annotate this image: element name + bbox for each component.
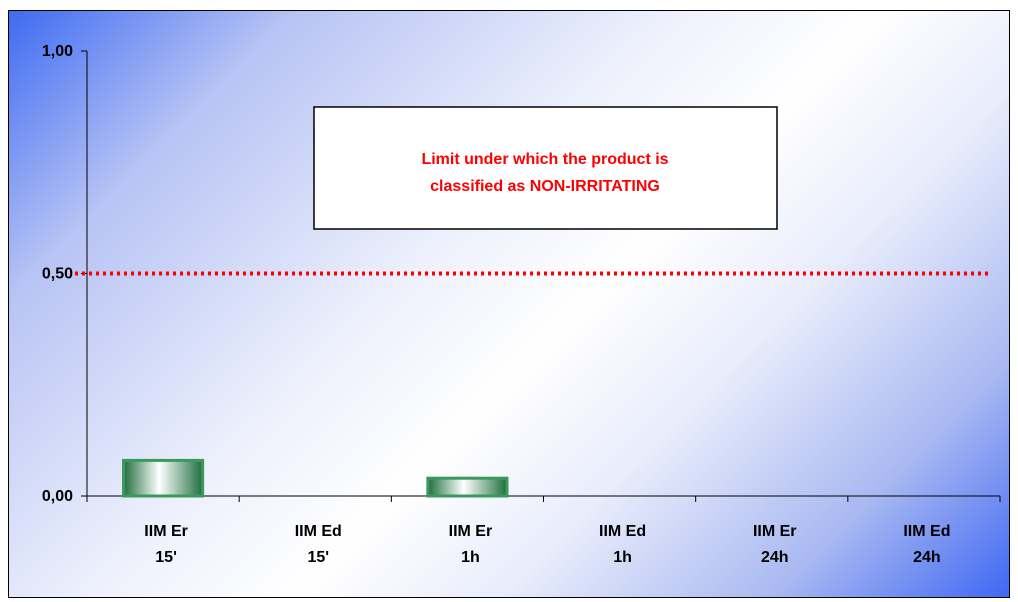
bar xyxy=(426,476,509,498)
x-category-label: IIM Ed xyxy=(295,523,342,540)
annotation-line-2: classified as NON-IRRITATING xyxy=(430,178,660,195)
annotation: Limit under which the product is classif… xyxy=(313,106,778,230)
bars xyxy=(122,458,509,498)
x-category-label: 15' xyxy=(155,549,177,566)
annotation-line-1: Limit under which the product is xyxy=(421,151,668,168)
y-tick-label: 0,00 xyxy=(42,488,73,505)
x-category-label: 15' xyxy=(307,549,329,566)
x-category-label: IIM Er xyxy=(449,523,493,540)
x-category-label: IIM Er xyxy=(753,523,797,540)
bar xyxy=(122,458,205,498)
x-category-label: 1h xyxy=(461,549,480,566)
x-category-label: IIM Er xyxy=(144,523,188,540)
y-tick-label: 1,00 xyxy=(42,43,73,60)
x-category-label: 24h xyxy=(761,549,789,566)
x-category-label: 1h xyxy=(613,549,632,566)
x-category-label: IIM Ed xyxy=(599,523,646,540)
x-category-label: 24h xyxy=(913,549,941,566)
x-category-label: IIM Ed xyxy=(903,523,950,540)
y-tick-label: 0,50 xyxy=(42,266,73,283)
annotation-box xyxy=(313,106,778,230)
axes: 0,00 0,50 1,00 xyxy=(42,43,1001,505)
labels: IIM Er 15' IIM Ed 15' IIM Er 1h IIM Ed 1h IIM Er… xyxy=(144,523,950,566)
